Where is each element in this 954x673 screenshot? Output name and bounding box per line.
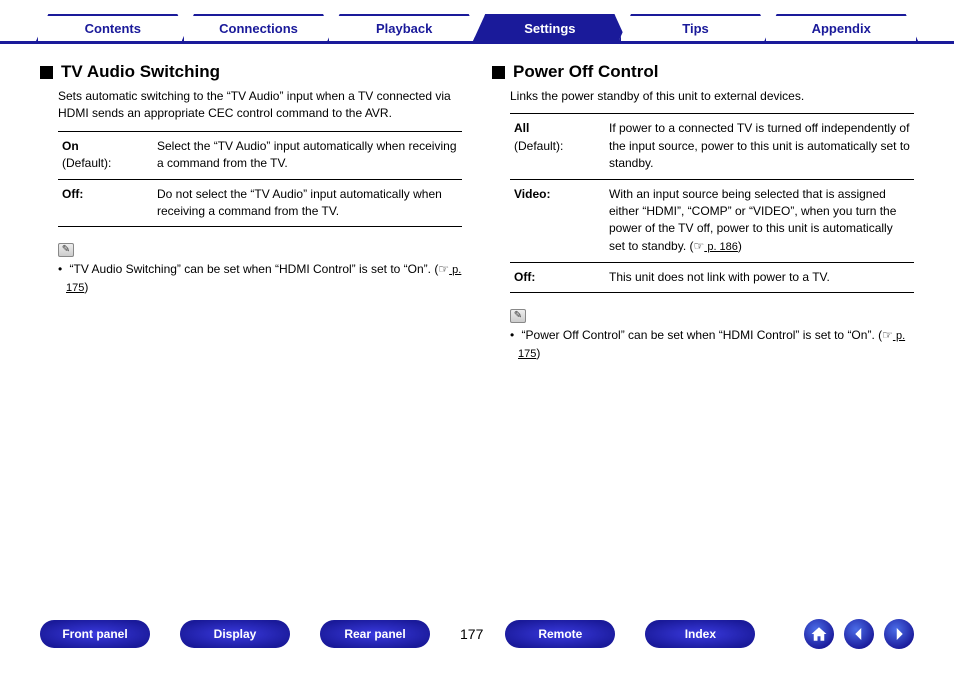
left-intro: Sets automatic switching to the “TV Audi… — [58, 88, 462, 123]
option-key: All (Default): — [510, 114, 605, 179]
option-key: Off: — [510, 262, 605, 292]
title-text: TV Audio Switching — [61, 62, 220, 82]
footer-nav: Front panel Display Rear panel 177 Remot… — [0, 619, 954, 649]
tab-connections[interactable]: Connections — [182, 14, 336, 41]
table-row: Off: This unit does not link with power … — [510, 262, 914, 292]
table-row: All (Default): If power to a connected T… — [510, 114, 914, 179]
option-key: On (Default): — [58, 131, 153, 179]
section-title-power-off: Power Off Control — [492, 62, 914, 82]
option-desc: With an input source being selected that… — [605, 179, 914, 262]
option-desc: Select the “TV Audio” input automaticall… — [153, 131, 462, 179]
square-bullet-icon — [40, 66, 53, 79]
page-ref-link[interactable]: p. 186 — [704, 241, 738, 253]
table-row: Video: With an input source being select… — [510, 179, 914, 262]
key-label: On — [62, 139, 79, 153]
square-bullet-icon — [492, 66, 505, 79]
pointer-icon: ☞ — [694, 239, 705, 253]
tv-audio-table: On (Default): Select the “TV Audio” inpu… — [58, 131, 462, 228]
right-column: Power Off Control Links the power standb… — [492, 54, 914, 363]
title-text: Power Off Control — [513, 62, 658, 82]
key-label: Off: — [62, 187, 83, 201]
page-number: 177 — [460, 626, 483, 642]
section-title-tv-audio: TV Audio Switching — [40, 62, 462, 82]
tab-appendix[interactable]: Appendix — [764, 14, 918, 41]
display-button[interactable]: Display — [180, 620, 290, 648]
remote-button[interactable]: Remote — [505, 620, 615, 648]
pencil-icon: ✎ — [510, 309, 526, 323]
home-icon[interactable] — [804, 619, 834, 649]
top-tabs: Contents Connections Playback Settings T… — [0, 0, 954, 44]
table-row: On (Default): Select the “TV Audio” inpu… — [58, 131, 462, 179]
table-row: Off: Do not select the “TV Audio” input … — [58, 179, 462, 227]
key-sub: (Default): — [514, 139, 563, 153]
tab-settings[interactable]: Settings — [473, 14, 627, 41]
option-key: Video: — [510, 179, 605, 262]
pointer-icon: ☞ — [882, 328, 893, 342]
left-column: TV Audio Switching Sets automatic switch… — [40, 54, 462, 363]
pencil-icon: ✎ — [58, 243, 74, 257]
note-text: “TV Audio Switching” can be set when “HD… — [70, 262, 431, 276]
key-label: Video: — [514, 187, 550, 201]
prev-icon[interactable] — [844, 619, 874, 649]
option-desc: Do not select the “TV Audio” input autom… — [153, 179, 462, 227]
desc-part: With an input source being selected that… — [609, 187, 896, 253]
tab-playback[interactable]: Playback — [327, 14, 481, 41]
pointer-icon: ☞ — [438, 262, 449, 276]
option-desc: If power to a connected TV is turned off… — [605, 114, 914, 179]
index-button[interactable]: Index — [645, 620, 755, 648]
note-item: “TV Audio Switching” can be set when “HD… — [58, 261, 462, 297]
key-sub: (Default): — [62, 156, 111, 170]
note-list: “Power Off Control” can be set when “HDM… — [510, 327, 914, 363]
note-text: “Power Off Control” can be set when “HDM… — [522, 328, 875, 342]
power-off-table: All (Default): If power to a connected T… — [510, 113, 914, 293]
tab-tips[interactable]: Tips — [619, 14, 773, 41]
nav-icons — [804, 619, 914, 649]
key-label: Off: — [514, 270, 535, 284]
note-box: ✎ — [510, 307, 914, 323]
right-intro: Links the power standby of this unit to … — [510, 88, 914, 105]
note-item: “Power Off Control” can be set when “HDM… — [510, 327, 914, 363]
key-label: All — [514, 121, 529, 135]
note-list: “TV Audio Switching” can be set when “HD… — [58, 261, 462, 297]
option-desc: This unit does not link with power to a … — [605, 262, 914, 292]
rear-panel-button[interactable]: Rear panel — [320, 620, 430, 648]
front-panel-button[interactable]: Front panel — [40, 620, 150, 648]
page-content: TV Audio Switching Sets automatic switch… — [0, 44, 954, 363]
tab-contents[interactable]: Contents — [36, 14, 190, 41]
next-icon[interactable] — [884, 619, 914, 649]
option-key: Off: — [58, 179, 153, 227]
desc-after: ) — [738, 239, 742, 253]
note-box: ✎ — [58, 241, 462, 257]
